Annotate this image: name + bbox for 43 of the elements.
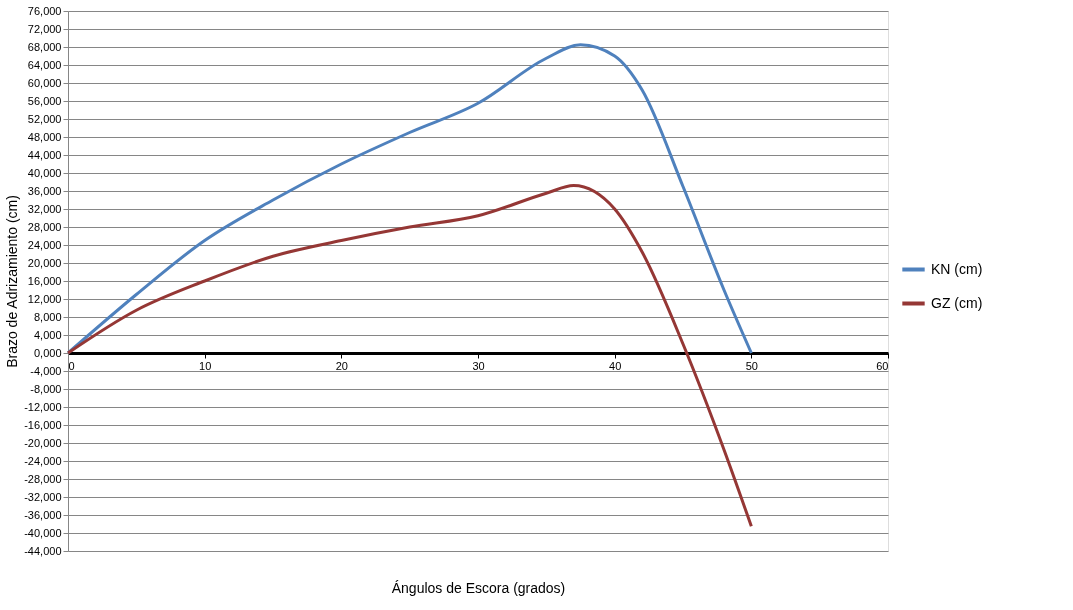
y-tick-label: 36,000: [27, 184, 62, 197]
x-axis-title: Ángulos de Escora (grados): [391, 579, 566, 596]
y-tick-label: 20,000: [27, 256, 62, 269]
x-tick-label: 0: [68, 359, 75, 372]
y-tick-label: 32,000: [27, 202, 62, 215]
y-tick-label: -28,000: [24, 472, 62, 485]
y-tick-label: 52,000: [27, 112, 62, 125]
y-tick-label: 4,000: [33, 328, 62, 341]
y-tick-label: -32,000: [24, 490, 62, 503]
x-tick-label: 60: [876, 359, 889, 372]
y-tick-label: -40,000: [24, 526, 62, 539]
y-axis-title: Brazo de Adrizamiento (cm): [4, 195, 21, 368]
y-tick-label: 16,000: [27, 274, 62, 287]
y-tick-label: 0,000: [33, 346, 62, 359]
y-tick-label: 68,000: [27, 40, 62, 53]
y-tick-label: -16,000: [24, 418, 62, 431]
y-tick-label: 28,000: [27, 220, 62, 233]
y-tick-label: -12,000: [24, 400, 62, 413]
y-tick-label: -4,000: [30, 364, 62, 377]
y-tick-label: -44,000: [24, 544, 62, 557]
legend-label: GZ (cm): [931, 294, 983, 311]
y-tick-label: -36,000: [24, 508, 62, 521]
x-tick-label: 40: [609, 359, 622, 372]
y-tick-label: 40,000: [27, 166, 62, 179]
legend-label: KN (cm): [931, 260, 983, 277]
y-tick-label: 48,000: [27, 130, 62, 143]
x-tick-label: 50: [745, 359, 758, 372]
x-tick-label: 10: [199, 359, 212, 372]
y-tick-label: 64,000: [27, 58, 62, 71]
y-tick-label: -8,000: [30, 382, 62, 395]
y-tick-label: 44,000: [27, 148, 62, 161]
y-tick-label: 8,000: [33, 310, 62, 323]
y-tick-label: -24,000: [24, 454, 62, 467]
x-tick-label: 20: [335, 359, 348, 372]
y-tick-label: 24,000: [27, 238, 62, 251]
y-tick-label: 12,000: [27, 292, 62, 305]
x-tick-label: 30: [472, 359, 485, 372]
y-tick-label: 60,000: [27, 76, 62, 89]
y-tick-label: -20,000: [24, 436, 62, 449]
y-tick-label: 56,000: [27, 94, 62, 107]
y-tick-label: 72,000: [27, 22, 62, 35]
y-tick-label: 76,000: [27, 4, 62, 17]
line-series: [66, 43, 753, 355]
